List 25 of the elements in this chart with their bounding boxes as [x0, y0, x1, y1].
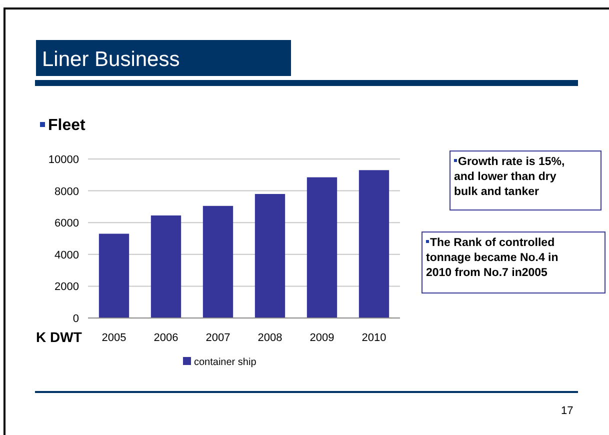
- y-tick-label: 2000: [54, 281, 79, 294]
- x-tick-label: 2009: [310, 332, 334, 344]
- x-tick-label: 2007: [206, 332, 230, 344]
- y-tick-label: 10000: [48, 154, 79, 166]
- bar: [202, 206, 234, 318]
- y-axis-title: K DWT: [36, 329, 82, 345]
- x-tick-label: 2006: [154, 332, 178, 344]
- x-tick-label: 2010: [362, 332, 386, 344]
- text: The Rank of controlled tonnage became No.4 in 2010 from No.7 in2005: [426, 237, 558, 279]
- y-tick-label: 6000: [54, 218, 79, 230]
- y-tick-label: 8000: [54, 186, 79, 198]
- bar: [98, 234, 130, 318]
- chart-subtitle: Fleet: [48, 117, 86, 134]
- text: 17: [561, 405, 574, 417]
- x-tick-label: 2008: [258, 332, 282, 344]
- y-tick-label: 0: [72, 313, 79, 325]
- chart-title: Liner Business: [42, 48, 180, 71]
- bar: [254, 194, 286, 318]
- x-tick-label: 2005: [102, 332, 126, 344]
- text: Growth rate is 15%, and lower than dry bulk and tanker: [454, 156, 565, 198]
- legend-label: container ship: [194, 357, 257, 368]
- bar: [306, 177, 338, 318]
- bar: [358, 170, 390, 318]
- bar: [150, 215, 182, 318]
- y-tick-label: 4000: [54, 249, 79, 262]
